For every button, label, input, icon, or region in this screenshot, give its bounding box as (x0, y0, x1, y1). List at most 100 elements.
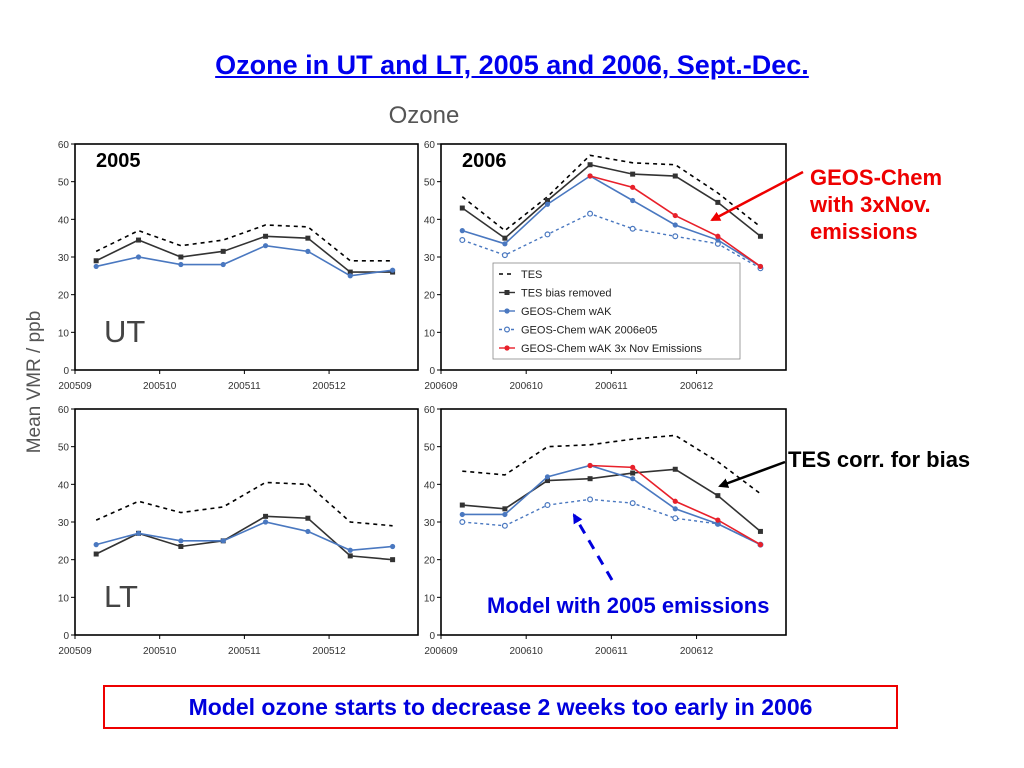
data-point (544, 231, 551, 238)
data-point (630, 476, 636, 482)
series-geos-chem-wak (93, 243, 396, 279)
year-label: 2006 (462, 150, 507, 172)
data-point (715, 233, 721, 239)
series-line (95, 481, 393, 527)
data-point (459, 502, 465, 508)
y-tick-label: 30 (424, 253, 436, 264)
series-tes-bias-removed (93, 513, 396, 563)
legend-entry-tes_bias_removed: TES bias removed (499, 288, 611, 300)
data-point (672, 498, 678, 504)
y-tick-label: 30 (58, 253, 70, 264)
panel-2006-LT: 0 10 20 30 40 50 60 200609 200610 200611 200612 (424, 405, 787, 657)
data-point (263, 233, 269, 239)
data-point (629, 225, 636, 232)
data-point (347, 547, 353, 553)
y-tick-label: 30 (424, 518, 436, 529)
series-line (462, 468, 761, 533)
y-tick-label: 0 (63, 631, 69, 642)
data-point (587, 210, 594, 217)
y-tick-label: 40 (424, 215, 436, 226)
data-point (347, 269, 353, 275)
data-point (93, 258, 99, 264)
data-point (587, 462, 593, 469)
annotation-geos-chem-3x: GEOS-Chem with 3xNov. emissions (810, 165, 943, 244)
series-tes-bias-removed (93, 233, 396, 275)
data-point (715, 237, 721, 243)
legend-marker (504, 308, 510, 314)
data-point (305, 235, 311, 241)
series-line (95, 224, 393, 262)
data-point (630, 197, 636, 204)
data-point (459, 237, 466, 244)
y-tick-label: 40 (58, 215, 70, 226)
series-geos-chem-wak-2006e05 (459, 496, 764, 548)
y-tick-label: 60 (424, 140, 436, 151)
y-tick-label: 20 (58, 291, 70, 302)
data-point (136, 237, 142, 243)
x-tick-label: 200509 (58, 646, 92, 657)
data-point (715, 517, 721, 523)
data-point (544, 201, 551, 207)
data-point (715, 199, 721, 205)
data-point (501, 522, 508, 529)
row-label: LT (104, 579, 138, 614)
data-point (305, 248, 311, 254)
y-tick-label: 50 (424, 178, 436, 189)
data-point (502, 506, 508, 512)
arrow-geos-chem-3x (710, 170, 804, 222)
data-point (459, 511, 465, 518)
data-point (630, 464, 636, 470)
legend-label: GEOS-Chem wAK (521, 306, 612, 318)
data-point (672, 233, 679, 240)
data-point (672, 466, 678, 472)
series-line (462, 464, 761, 546)
x-tick-label: 200512 (312, 381, 346, 392)
series-line (462, 434, 761, 495)
x-tick-label: 200612 (680, 646, 714, 657)
year-label: 2005 (96, 150, 141, 172)
data-point (502, 241, 508, 247)
legend-label: GEOS-Chem wAK 2006e05 (521, 325, 657, 337)
series-line (95, 244, 393, 277)
data-point (544, 502, 551, 509)
data-point (672, 173, 678, 179)
annotation-tes-corr: TES corr. for bias (788, 447, 971, 472)
series-line (95, 515, 393, 561)
data-point (93, 551, 99, 557)
x-tick-label: 200510 (143, 381, 177, 392)
x-tick-label: 200610 (509, 646, 543, 657)
series-line (462, 212, 761, 269)
legend-entry-geos_chem_wak: GEOS-Chem wAK (499, 306, 612, 318)
data-point (630, 184, 636, 190)
legend-box (492, 262, 741, 360)
x-tick-label: 200512 (312, 646, 346, 657)
y-tick-label: 10 (58, 328, 70, 339)
data-point (544, 478, 550, 484)
series-line (461, 154, 761, 232)
data-point (459, 228, 465, 234)
data-point (502, 235, 508, 241)
y-tick-label: 40 (58, 480, 70, 491)
arrow-model-2005 (572, 513, 614, 581)
data-point (262, 243, 269, 249)
y-tick-label: 10 (58, 593, 70, 604)
data-point (178, 538, 184, 544)
y-tick-label: 40 (424, 480, 436, 491)
data-point (544, 474, 551, 480)
series-tes (462, 434, 761, 495)
x-tick-label: 200511 (228, 646, 261, 657)
data-point (347, 553, 353, 559)
x-tick-label: 200612 (680, 381, 714, 392)
data-point (390, 557, 396, 563)
arrow-tes-corr (718, 460, 786, 488)
data-point (587, 496, 594, 503)
data-point (220, 261, 226, 268)
data-point (757, 542, 764, 548)
x-tick-label: 200611 (595, 381, 628, 392)
series-line (462, 175, 761, 268)
series-line (95, 521, 393, 552)
data-point (459, 518, 466, 525)
y-tick-label: 10 (424, 328, 436, 339)
